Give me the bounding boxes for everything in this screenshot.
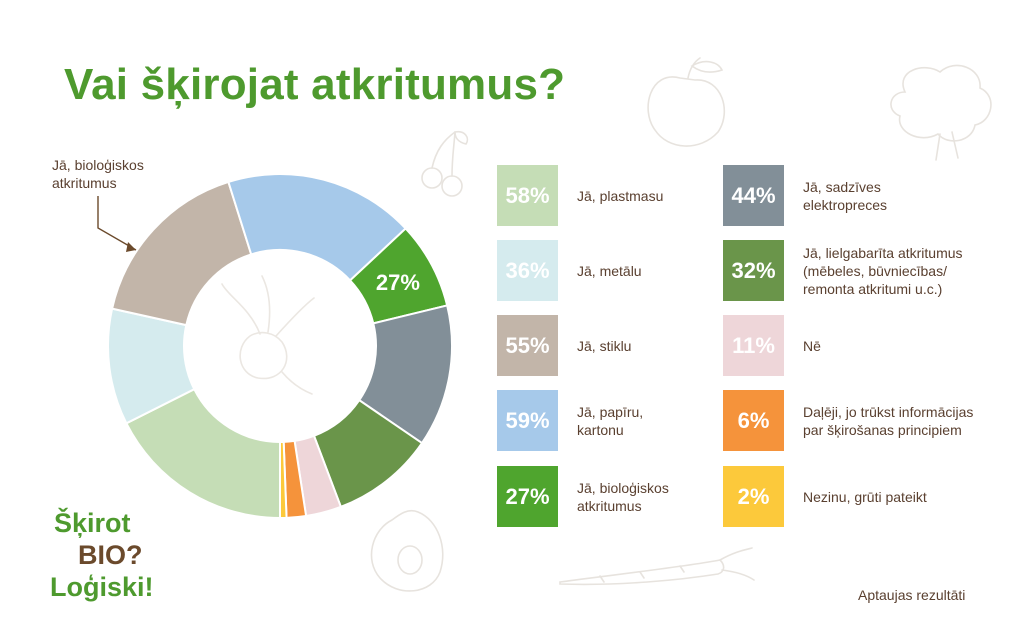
legend-label: Jā, bioloģiskos atkritumus	[577, 479, 669, 514]
legend: 58% Jā, plastmasu 36% Jā, metālu 55% Jā,…	[497, 165, 987, 535]
legend-swatch: 58%	[497, 165, 558, 226]
legend-item-biologiskos: 27% Jā, bioloģiskos atkritumus	[497, 466, 737, 528]
legend-label: Jā, stiklu	[577, 337, 632, 354]
legend-value: 11%	[732, 332, 775, 358]
logo: Šķirot BIO? Loģiski!	[50, 506, 180, 606]
donut-hole	[184, 250, 376, 442]
legend-label: Jā, metālu	[577, 262, 642, 279]
legend-item-elektropreces: 44% Jā, sadzīves elektropreces	[723, 165, 963, 227]
legend-item-metalu: 36% Jā, metālu	[497, 240, 737, 302]
legend-value: 58%	[505, 182, 550, 208]
callout-line-1: Jā, bioloģiskos	[52, 157, 144, 173]
legend-value: 32%	[731, 257, 776, 283]
legend-item-stiklu: 55% Jā, stiklu	[497, 315, 737, 377]
legend-label: Jā, lielgabarīta atkritumus (mēbeles, bū…	[803, 244, 963, 297]
apple-icon	[647, 57, 726, 147]
slice-value-label: 27%	[376, 270, 420, 295]
callout-label: Jā, bioloģiskos atkritumus	[52, 156, 192, 192]
legend-swatch: 44%	[723, 165, 784, 226]
legend-label: Daļēji, jo trūkst informācijas par šķiro…	[803, 403, 974, 438]
legend-value: 2%	[737, 483, 770, 509]
logo-line-1: Šķirot	[54, 508, 131, 538]
legend-swatch: 27%	[497, 466, 558, 527]
donut-chart: 27%	[107, 173, 453, 520]
legend-label: Nezinu, grūti pateikt	[803, 488, 927, 505]
legend-value: 44%	[731, 182, 776, 208]
legend-label: Nē	[803, 337, 821, 354]
legend-value: 59%	[505, 407, 550, 433]
legend-label: Jā, papīru, kartonu	[577, 403, 644, 438]
legend-item-lielgabarita: 32% Jā, lielgabarīta atkritumus (mēbeles…	[723, 240, 963, 302]
page-title: Vai šķirojat atkritumus?	[64, 60, 566, 109]
legend-item-daleji: 6% Daļēji, jo trūkst informācijas par šķ…	[723, 390, 973, 452]
logo-line-3: Loģiski!	[50, 572, 154, 602]
legend-label: Jā, sadzīves elektropreces	[803, 178, 888, 213]
legend-value: 36%	[505, 257, 550, 283]
legend-swatch: 36%	[497, 240, 558, 301]
legend-item-plastmasu: 58% Jā, plastmasu	[497, 165, 737, 227]
carrot-icon	[559, 547, 755, 586]
legend-swatch: 59%	[497, 390, 558, 451]
callout-line-2: atkritumus	[52, 175, 117, 191]
legend-item-papiru: 59% Jā, papīru, kartonu	[497, 390, 737, 452]
logo-line-2: BIO?	[78, 540, 143, 570]
cauliflower-icon	[890, 64, 992, 161]
legend-item-nezinu: 2% Nezinu, grūti pateikt	[723, 466, 963, 528]
legend-item-ne: 11% Nē	[723, 315, 963, 377]
legend-swatch: 32%	[723, 240, 784, 301]
legend-swatch: 6%	[723, 390, 784, 451]
legend-label: Jā, plastmasu	[577, 187, 664, 204]
legend-value: 6%	[737, 407, 770, 433]
legend-swatch: 11%	[723, 315, 784, 376]
legend-swatch: 55%	[497, 315, 558, 376]
beet-icon	[221, 275, 315, 395]
legend-swatch: 2%	[723, 466, 784, 527]
legend-value: 27%	[505, 483, 550, 509]
legend-value: 55%	[505, 332, 550, 358]
footer-note: Aptaujas rezultāti	[858, 587, 966, 603]
